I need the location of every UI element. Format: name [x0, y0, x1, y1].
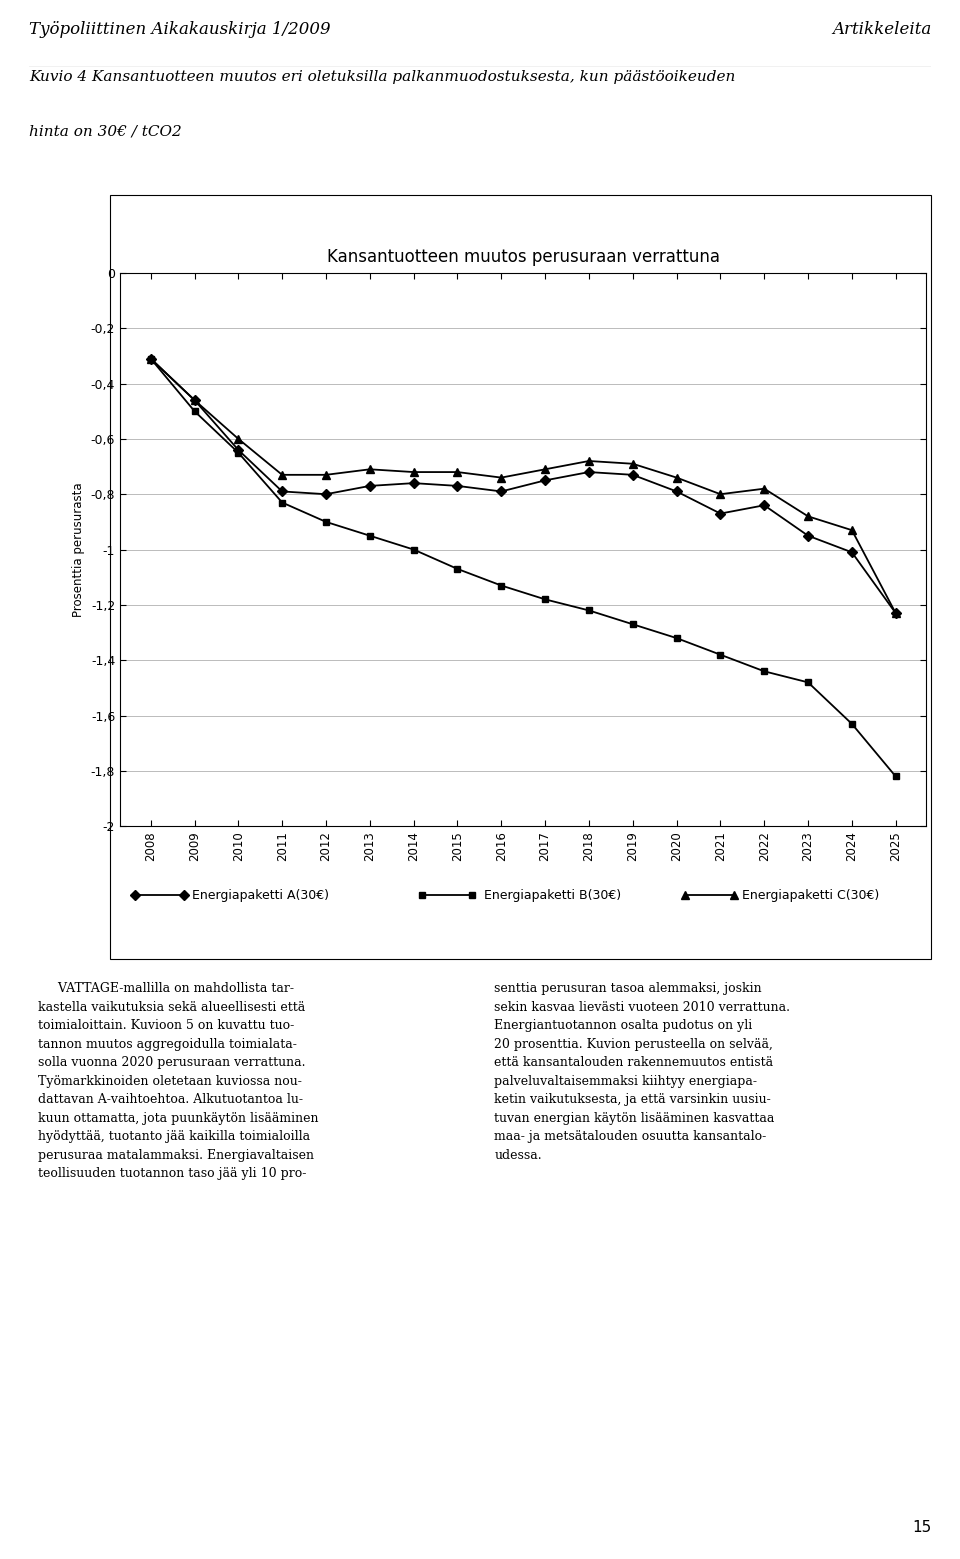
Energiapaketti B(30€): [495, 577, 507, 596]
Energiapaketti C(30€): [583, 452, 594, 471]
Energiapaketti A(30€): [145, 349, 156, 368]
Energiapaketti A(30€): [452, 477, 464, 496]
Energiapaketti A(30€): [321, 485, 332, 504]
Energiapaketti B(30€): [583, 602, 594, 620]
Energiapaketti C(30€): [145, 349, 156, 368]
Energiapaketti B(30€): [452, 560, 464, 578]
Energiapaketti C(30€): [671, 468, 683, 486]
Energiapaketti C(30€): [890, 603, 901, 622]
Text: Kuvio 4 Kansantuotteen muutos eri oletuksilla palkanmuodostuksesta, kun päästöoi: Kuvio 4 Kansantuotteen muutos eri oletuk…: [29, 70, 735, 84]
Energiapaketti B(30€): [758, 663, 770, 681]
Energiapaketti A(30€): [627, 466, 638, 485]
Energiapaketti B(30€): [189, 402, 201, 421]
Energiapaketti C(30€): [232, 430, 244, 449]
Text: Artikkeleita: Artikkeleita: [832, 20, 931, 37]
Energiapaketti B(30€): [540, 589, 551, 608]
Energiapaketti C(30€): [452, 463, 464, 482]
Energiapaketti C(30€): [846, 521, 857, 539]
Text: Energiapaketti A(30€): Energiapaketti A(30€): [192, 889, 329, 901]
Energiapaketti B(30€): [627, 614, 638, 633]
Energiapaketti C(30€): [364, 460, 375, 479]
Energiapaketti B(30€): [890, 767, 901, 786]
Energiapaketti C(30€): [758, 479, 770, 497]
Energiapaketti C(30€): [321, 466, 332, 485]
Energiapaketti B(30€): [276, 493, 288, 511]
Energiapaketti A(30€): [495, 482, 507, 500]
Line: Energiapaketti B(30€): Energiapaketti B(30€): [147, 355, 900, 780]
Energiapaketti C(30€): [714, 485, 726, 504]
Energiapaketti B(30€): [408, 541, 420, 560]
Energiapaketti C(30€): [276, 466, 288, 485]
Energiapaketti B(30€): [232, 443, 244, 461]
Energiapaketti A(30€): [890, 603, 901, 622]
Energiapaketti A(30€): [232, 441, 244, 460]
Text: 15: 15: [912, 1520, 931, 1536]
Energiapaketti C(30€): [540, 460, 551, 479]
Energiapaketti A(30€): [846, 543, 857, 561]
Energiapaketti B(30€): [714, 645, 726, 664]
Title: Kansantuotteen muutos perusuraan verrattuna: Kansantuotteen muutos perusuraan verratt…: [326, 248, 720, 265]
Text: Työpoliittinen Aikakauskirja 1/2009: Työpoliittinen Aikakauskirja 1/2009: [29, 20, 330, 37]
Energiapaketti A(30€): [189, 391, 201, 410]
Text: VATTAGE-mallilla on mahdollista tar-
kastella vaikutuksia sekä alueellisesti ett: VATTAGE-mallilla on mahdollista tar- kas…: [38, 982, 319, 1180]
Text: Energiapaketti B(30€): Energiapaketti B(30€): [484, 889, 621, 901]
Energiapaketti A(30€): [364, 477, 375, 496]
Line: Energiapaketti C(30€): Energiapaketti C(30€): [147, 354, 900, 617]
Energiapaketti A(30€): [276, 482, 288, 500]
Energiapaketti C(30€): [627, 454, 638, 472]
Text: hinta on 30€ / tCO2: hinta on 30€ / tCO2: [29, 125, 181, 139]
Energiapaketti C(30€): [408, 463, 420, 482]
Energiapaketti B(30€): [321, 513, 332, 532]
Energiapaketti A(30€): [758, 496, 770, 514]
Energiapaketti B(30€): [145, 349, 156, 368]
Energiapaketti B(30€): [846, 714, 857, 733]
Energiapaketti C(30€): [495, 468, 507, 486]
Energiapaketti A(30€): [540, 471, 551, 490]
Energiapaketti B(30€): [671, 628, 683, 647]
Energiapaketti B(30€): [803, 673, 814, 692]
Energiapaketti A(30€): [671, 482, 683, 500]
Energiapaketti A(30€): [714, 504, 726, 522]
Text: Energiapaketti C(30€): Energiapaketti C(30€): [742, 889, 879, 901]
Energiapaketti C(30€): [803, 507, 814, 525]
Text: senttia perusuran tasoa alemmaksi, joskin
sekin kasvaa lievästi vuoteen 2010 ver: senttia perusuran tasoa alemmaksi, joski…: [494, 982, 790, 1161]
Energiapaketti A(30€): [408, 474, 420, 493]
Energiapaketti B(30€): [364, 527, 375, 546]
Line: Energiapaketti A(30€): Energiapaketti A(30€): [147, 355, 900, 617]
Energiapaketti C(30€): [189, 391, 201, 410]
Y-axis label: Prosenttia perusurasta: Prosenttia perusurasta: [72, 482, 85, 617]
Energiapaketti A(30€): [583, 463, 594, 482]
Energiapaketti A(30€): [803, 527, 814, 546]
